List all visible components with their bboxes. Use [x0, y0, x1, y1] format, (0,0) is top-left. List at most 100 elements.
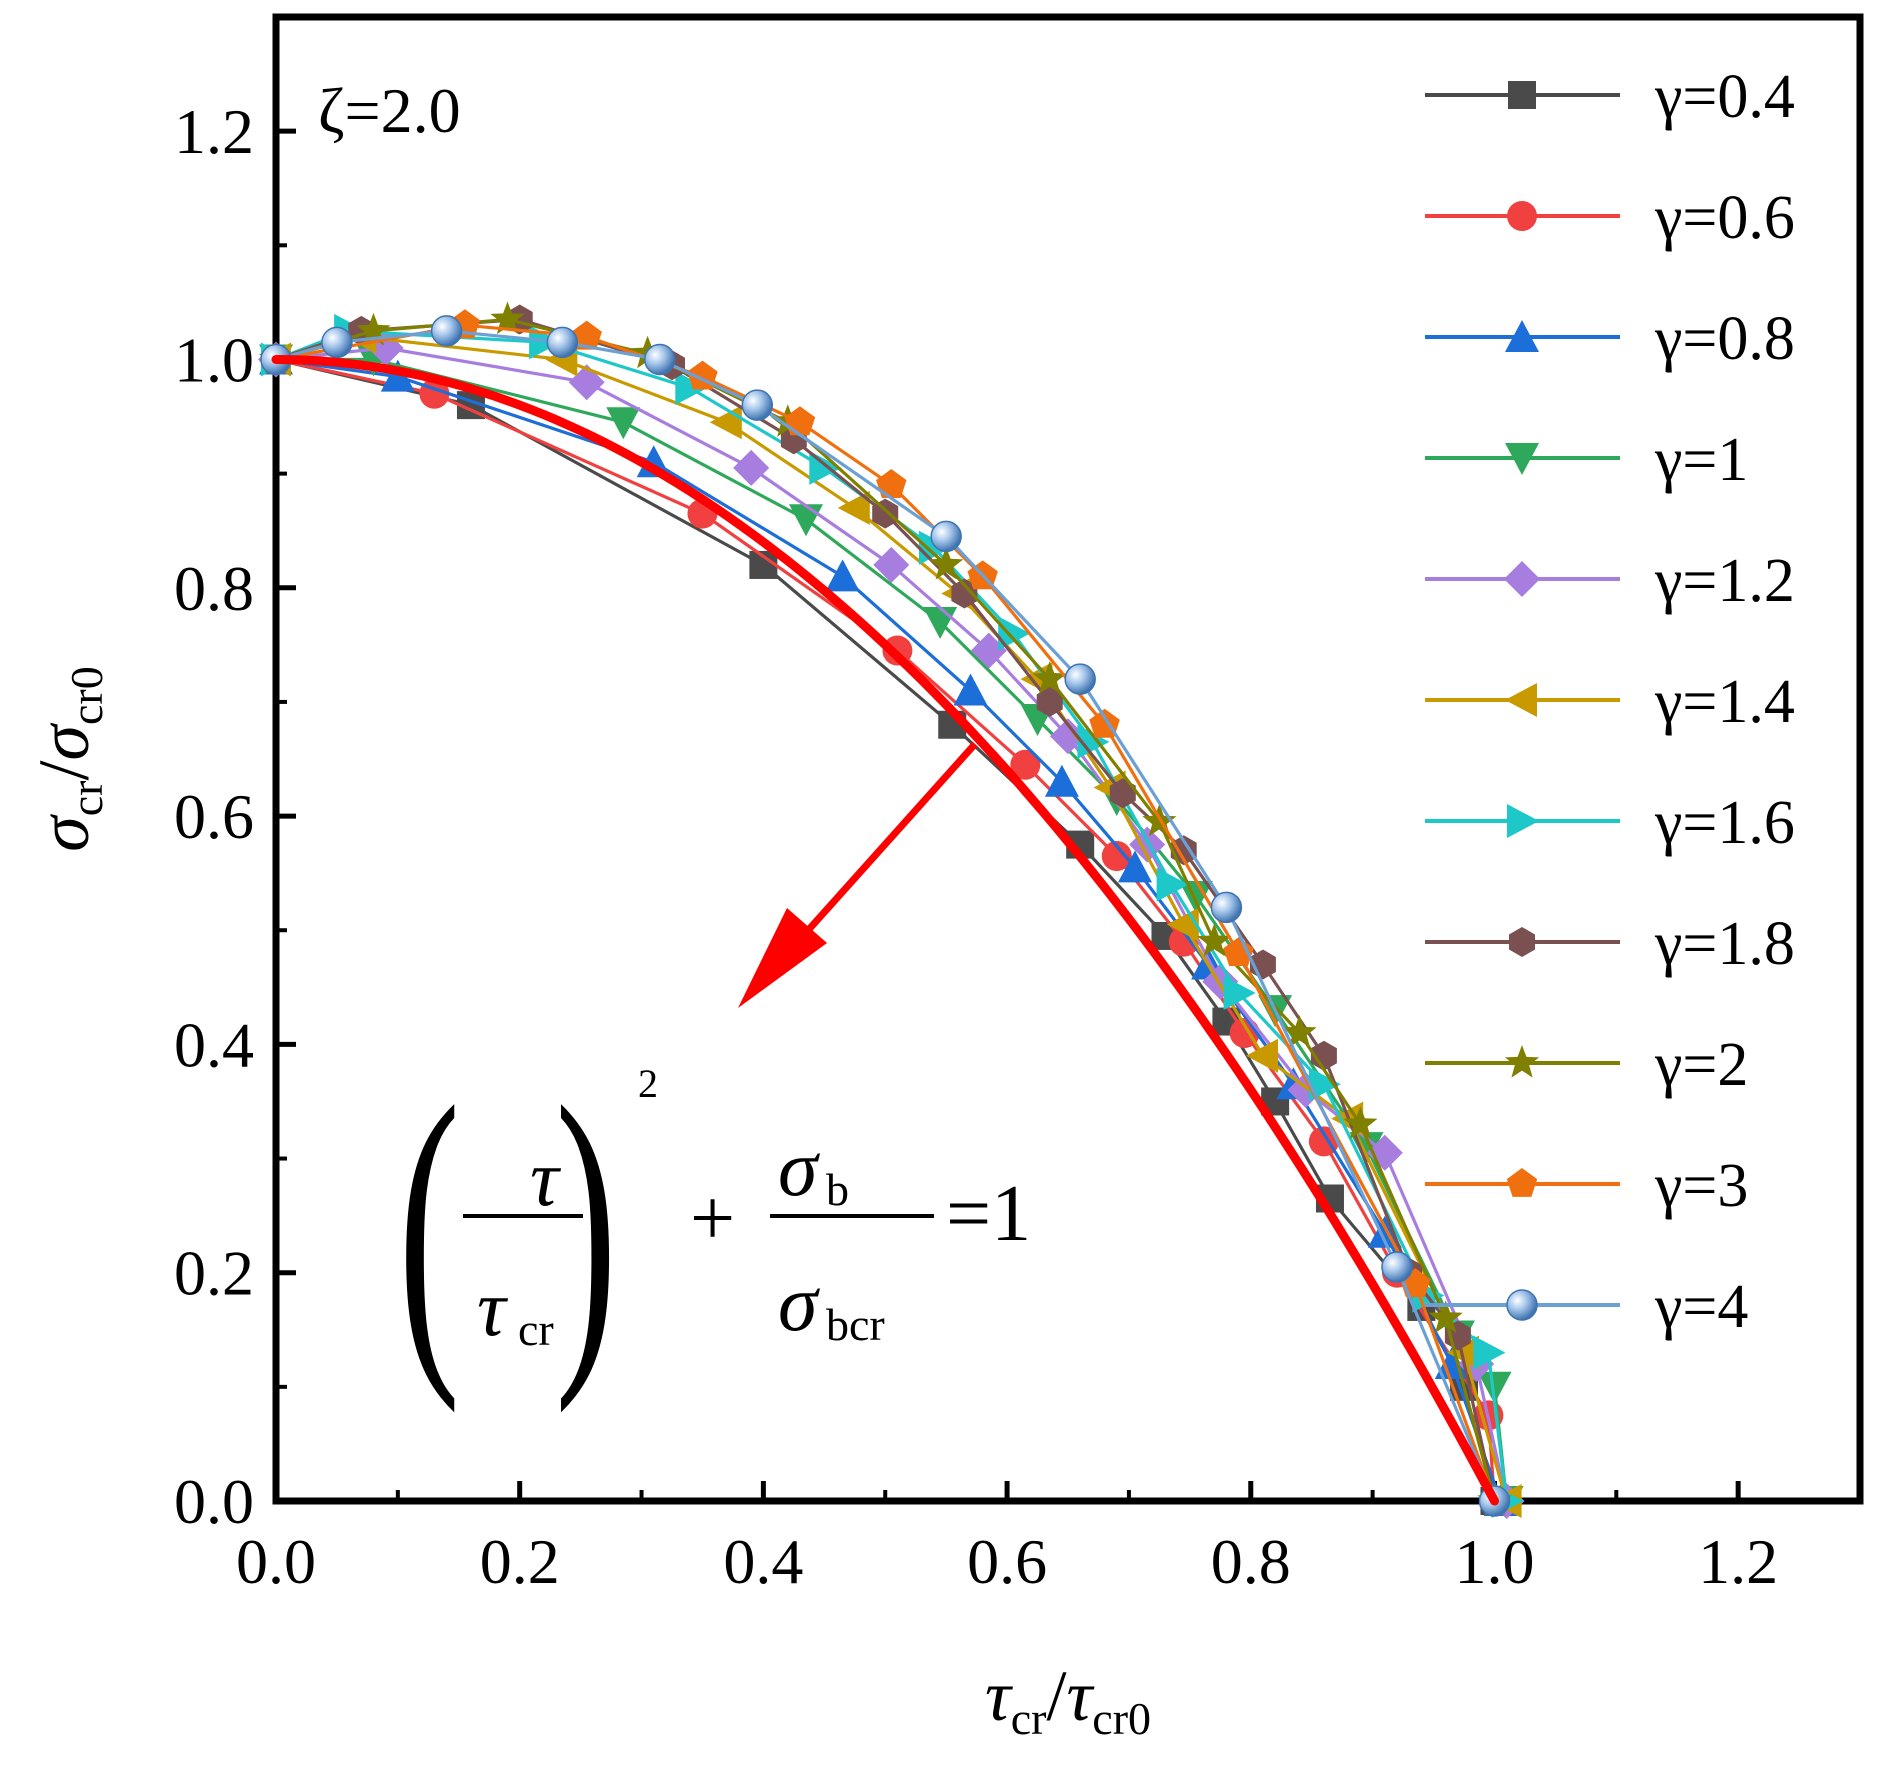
formula-plus: + — [690, 1175, 735, 1263]
series-6-point-2 — [529, 325, 562, 360]
series-10-point-5 — [741, 389, 774, 421]
series-3-point-11 — [1477, 1371, 1512, 1404]
series-3-point-3 — [789, 504, 823, 537]
series-8-point-9 — [1282, 1015, 1317, 1048]
series-8-point-1 — [356, 312, 391, 346]
series-8-point-2 — [490, 301, 525, 335]
y-tick-label-4: 0.8 — [174, 553, 254, 624]
y-tick-label-2: 0.4 — [174, 1009, 254, 1080]
legend-label-3: γ=1 — [1654, 426, 1748, 494]
interaction-curve-line — [271, 355, 1499, 1506]
x-tick-label-5: 1.0 — [1454, 1526, 1534, 1597]
series-10-point-8 — [1210, 891, 1243, 924]
series-6-point-7 — [1077, 724, 1110, 759]
series-9-point-8 — [1223, 937, 1254, 966]
legend-item-2: γ=0.8 — [1425, 305, 1795, 373]
formula-den2: σ — [778, 1260, 820, 1348]
legend-marker-6 — [1507, 804, 1539, 838]
legend-label-0: γ=0.4 — [1654, 63, 1795, 131]
series-6-point-9 — [1223, 976, 1256, 1010]
formula-den-sub: cr — [518, 1304, 554, 1355]
series-1-point-5 — [1101, 841, 1132, 872]
series-7-point-8 — [1109, 778, 1136, 809]
legend-label-9: γ=3 — [1654, 1152, 1748, 1220]
series-8-point-11 — [1428, 1300, 1463, 1333]
series-3-point-2 — [606, 407, 641, 440]
series-2-point-6 — [1118, 850, 1152, 883]
legend-marker-5 — [1505, 683, 1537, 717]
series-4-point-4 — [873, 546, 910, 583]
x-tick-label-6: 1.2 — [1698, 1526, 1778, 1597]
x-axis-title: τcr/τcr0 — [985, 1656, 1151, 1744]
formula-rhs: =1 — [946, 1170, 1031, 1258]
legend-item-0: γ=0.4 — [1425, 63, 1795, 131]
legend-item-6: γ=1.6 — [1425, 789, 1795, 857]
formula-right-paren: ) — [555, 1038, 617, 1415]
x-tick-label-2: 0.4 — [723, 1526, 803, 1597]
interaction-curve — [271, 355, 1499, 1506]
series-10 — [260, 315, 1511, 1517]
series-2-point-5 — [1044, 764, 1079, 797]
y-tick-label-1: 0.2 — [174, 1238, 254, 1309]
x-tick-label-1: 0.2 — [480, 1526, 560, 1597]
series-5-point-9 — [1246, 1038, 1278, 1073]
series-line-3 — [276, 357, 1509, 1502]
series-8-point-8 — [1197, 923, 1232, 957]
x-tick-label-0: 0.0 — [236, 1526, 316, 1597]
series-7-point-7 — [1036, 686, 1063, 717]
series-10-point-7 — [1064, 663, 1096, 695]
formula-num: τ — [530, 1135, 562, 1223]
red-arrow — [738, 741, 978, 1008]
y-tick-label-5: 1.0 — [174, 324, 254, 395]
series-9-point-5 — [876, 469, 907, 498]
legend-label-2: γ=0.8 — [1654, 305, 1795, 373]
formula-den2-sub: bcr — [826, 1299, 885, 1350]
series-2-point-3 — [825, 559, 860, 592]
series-10-point-1 — [321, 326, 353, 359]
legend-label-6: γ=1.6 — [1654, 789, 1795, 857]
legend-item-4: γ=1.2 — [1425, 547, 1795, 615]
series-10-point-2 — [430, 315, 463, 347]
series-6-point-12 — [1473, 1335, 1506, 1370]
legend-item-8: γ=2 — [1425, 1031, 1748, 1099]
legend-label-4: γ=1.2 — [1654, 547, 1795, 615]
series-6-point-8 — [1156, 867, 1189, 902]
x-tick-label-3: 0.6 — [967, 1526, 1047, 1597]
series-4-point-5 — [970, 632, 1007, 669]
series-8-point-5 — [929, 546, 964, 580]
formula-left-paren: ( — [398, 1038, 460, 1415]
legend-marker-4 — [1504, 561, 1540, 597]
y-tick-label-6: 1.2 — [174, 96, 254, 167]
legend-item-5: γ=1.4 — [1425, 668, 1795, 736]
x-tick-label-4: 0.8 — [1211, 1526, 1291, 1597]
y-axis-title: σcr/σcr0 — [24, 666, 112, 852]
series-4-point-6 — [1050, 718, 1086, 755]
legend-marker-7 — [1509, 927, 1535, 957]
zeta-annotation: ζ=2.0 — [318, 75, 461, 146]
legend-marker-8 — [1504, 1045, 1540, 1078]
plot-frame — [272, 13, 1864, 1505]
series-10-point-6 — [930, 520, 962, 553]
series-7-point-11 — [1310, 1040, 1337, 1071]
series-2-point-1 — [380, 359, 415, 392]
formula-den: τ — [477, 1265, 509, 1353]
legend-marker-0 — [1508, 81, 1536, 109]
series-2-point-4 — [953, 673, 988, 706]
formula-power: 2 — [638, 1061, 658, 1106]
legend-item-10: γ=4 — [1425, 1273, 1748, 1341]
legend-label-8: γ=2 — [1654, 1031, 1748, 1099]
series-6-point-6 — [998, 616, 1031, 651]
legend: γ=0.4 γ=0.6 γ=0.8 γ=1 γ=1.2 γ=1.4 γ=1.6 γ=1.8 γ=… — [1425, 63, 1795, 1341]
series-1-point-4 — [1010, 749, 1041, 780]
tick-labels: 0.0 0.2 0.4 0.6 0.8 1.0 1.2 0.0 0.2 0.4 0.6 0.8 1.0 1… — [174, 96, 1778, 1597]
legend-marker-10 — [1506, 1289, 1538, 1321]
legend-label-10: γ=4 — [1654, 1273, 1748, 1341]
legend-item-9: γ=3 — [1425, 1152, 1748, 1220]
legend-marker-3 — [1505, 443, 1539, 475]
formula-num2: σ — [778, 1125, 820, 1213]
legend-item-3: γ=1 — [1425, 426, 1748, 494]
series-6-point-3 — [675, 371, 708, 405]
series-10-point-3 — [546, 326, 579, 359]
series-10-point-9 — [1381, 1251, 1413, 1283]
